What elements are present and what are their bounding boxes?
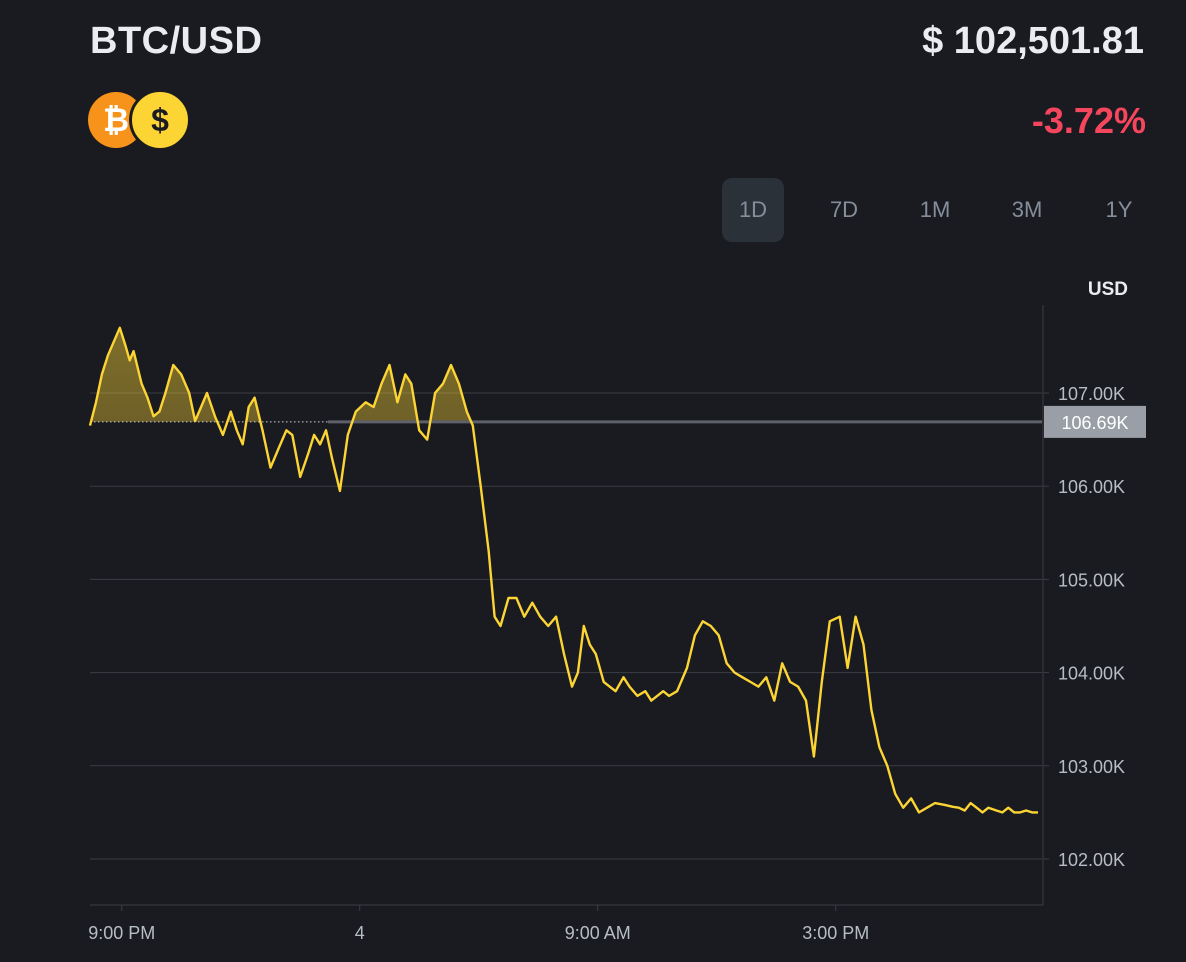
coin-pair-icons: ₿ $ — [88, 92, 198, 150]
x-tick-label: 3:00 PM — [802, 923, 869, 943]
x-tick-label: 9:00 AM — [565, 923, 631, 943]
y-tick-label: 103.00K — [1058, 757, 1125, 777]
y-tick-label: 104.00K — [1058, 664, 1125, 684]
currency-label: USD — [1088, 279, 1128, 300]
current-price: $ 102,501.81 — [922, 20, 1144, 63]
y-tick-label: 107.00K — [1058, 384, 1125, 404]
range-tab-7d[interactable]: 7D — [813, 178, 875, 242]
x-tick-label: 4 — [355, 923, 365, 943]
dollar-icon: $ — [129, 89, 191, 151]
y-tick-label: 105.00K — [1058, 570, 1125, 590]
pair-title: BTC/USD — [90, 20, 262, 63]
range-tab-1m[interactable]: 1M — [904, 178, 966, 242]
price-chart: USD 107.00K 106.00K 105.00K 104.00K 103.00K 10… — [0, 260, 1186, 962]
x-tick-label: 9:00 PM — [88, 923, 155, 943]
price-line — [90, 328, 1038, 813]
range-tab-3m[interactable]: 3M — [996, 178, 1058, 242]
range-tab-1y[interactable]: 1Y — [1088, 178, 1150, 242]
y-tick-label: 106.00K — [1058, 477, 1125, 497]
reference-price-label: 106.69K — [1061, 413, 1128, 433]
range-tab-1d[interactable]: 1D — [722, 178, 784, 242]
y-tick-label: 102.00K — [1058, 850, 1125, 870]
price-change-percent: -3.72% — [1032, 100, 1146, 142]
area-fill-above-reference — [90, 328, 1038, 813]
